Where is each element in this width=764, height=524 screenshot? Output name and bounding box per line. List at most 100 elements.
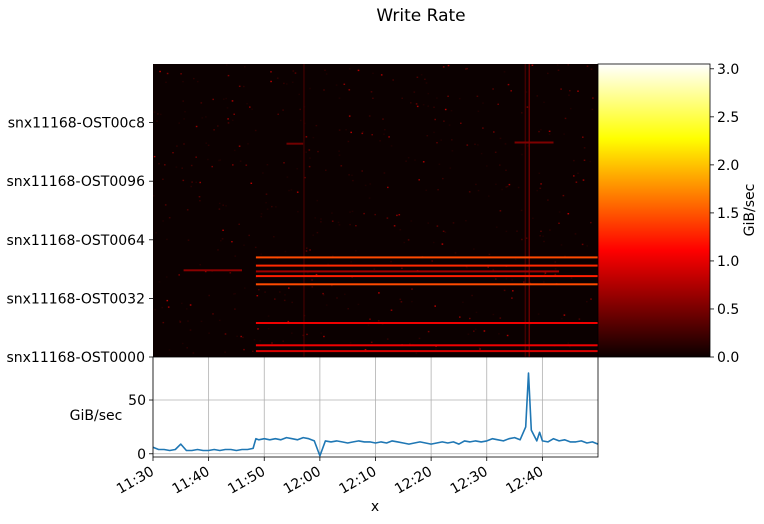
heatmap-speckle (499, 317, 502, 319)
heatmap-speckle (283, 162, 285, 164)
heatmap-speckle (444, 231, 447, 233)
heatmap-speckle (427, 330, 430, 333)
heatmap-speckle (521, 153, 523, 156)
heatmap-speckle (338, 129, 341, 131)
heatmap-speckle (267, 315, 270, 317)
x-tick-label: 11:40 (170, 464, 213, 498)
heatmap-speckle (427, 222, 429, 224)
heatmap-speckle (351, 210, 354, 213)
colorbar-label: GiB/sec (742, 184, 758, 237)
heatmap-speckle (355, 225, 357, 227)
heatmap-speckle (183, 118, 185, 120)
heatmap-speckle (590, 68, 593, 70)
heatmap-speckle (270, 80, 272, 83)
heatmap-speckle (355, 250, 357, 252)
heatmap-speckle (325, 304, 328, 306)
heatmap-speckle (511, 297, 513, 299)
heatmap-hot-column (303, 64, 305, 357)
heatmap-speckle (178, 274, 180, 276)
heatmap-speckle (207, 144, 210, 146)
heatmap-streaks (183, 141, 598, 353)
heatmap-speckle (371, 134, 373, 136)
heatmap-speckle (273, 236, 275, 238)
heatmap-speckle (373, 268, 376, 270)
heatmap-speckle (591, 108, 594, 111)
heatmap-speckle (205, 142, 208, 144)
heatmap-speckle (165, 81, 167, 83)
heatmap-speckle (448, 124, 451, 126)
heatmap-speckle (168, 349, 171, 351)
heatmap-speckle (442, 230, 445, 232)
heatmap-speckle (418, 179, 420, 181)
heatmap-speckle (407, 157, 410, 159)
heatmap-speckle (208, 294, 210, 297)
x-tick-label: 12:40 (503, 464, 546, 498)
heatmap-speckle (521, 238, 523, 241)
heatmap-speckle (238, 85, 241, 87)
heatmap-speckle (583, 147, 586, 149)
heatmap-speckle (292, 70, 295, 72)
heatmap-speckle (234, 293, 236, 295)
heatmap-speckle (437, 189, 439, 191)
heatmap-speckle (213, 129, 215, 131)
heatmap-speckle (253, 339, 256, 341)
heatmap-speckle (426, 135, 429, 137)
heatmap-speckle (322, 294, 325, 296)
heatmap-speckle (410, 102, 412, 104)
heatmap-speckle (420, 74, 423, 76)
heatmap-speckle (204, 270, 207, 273)
heatmap-speckle (184, 111, 186, 113)
heatmap-speckle (227, 118, 229, 120)
heatmap-speckle (325, 73, 328, 75)
heatmap-speckle (270, 71, 272, 73)
heatmap-speckle (503, 289, 506, 292)
x-tick-label: 12:00 (281, 464, 324, 498)
heatmap-speckle (349, 342, 352, 344)
heatmap-speckle (262, 172, 264, 174)
heatmap-speckle (347, 140, 350, 143)
heatmap-speckle (506, 334, 509, 337)
heatmap-speckle (254, 129, 257, 132)
heatmap-speckle (222, 229, 224, 231)
heatmap-speckle (348, 174, 350, 176)
heatmap-speckle (451, 139, 453, 141)
heatmap-speckle (590, 298, 592, 300)
heatmap-speckle (512, 290, 514, 292)
heatmap-speckle (411, 288, 413, 290)
heatmap-speckle (425, 189, 428, 191)
heatmap-speckle (265, 193, 268, 195)
heatmap-speckle (495, 278, 497, 280)
heatmap-speckle (222, 204, 224, 206)
heatmap-speckle (483, 330, 486, 332)
heatmap-speckle (568, 94, 570, 96)
heatmap-speckle (460, 122, 462, 124)
heatmap-speckle (567, 213, 570, 215)
heatmap-speckle (244, 287, 246, 289)
heatmap-speckle (476, 95, 479, 97)
heatmap-speckle (232, 164, 234, 166)
heatmap-speckle (474, 328, 477, 330)
heatmap-speckle (331, 284, 333, 287)
heatmap-speckle (246, 103, 248, 105)
heatmap-speckle (510, 90, 512, 92)
heatmap-speckle (220, 240, 222, 242)
heatmap-speckle (337, 221, 340, 224)
heatmap-speckle (323, 335, 325, 338)
heatmap-speckle (239, 160, 242, 162)
colorbar-frame (597, 63, 711, 358)
heatmap-speckle (243, 85, 245, 88)
heatmap-speckle (390, 309, 393, 311)
heatmap-speckle (379, 140, 381, 142)
heatmap-speckle (182, 80, 184, 83)
heatmap-speckle (382, 118, 384, 120)
heatmap-speckle (562, 194, 565, 197)
heatmap-speckle (370, 91, 373, 93)
heatmap-speckle (498, 333, 500, 335)
heatmap-speckle (156, 120, 158, 122)
heatmap-speckle (238, 223, 240, 225)
heatmap-speckle (521, 112, 523, 114)
timeseries-panel: 050 11:30 11:40 11:50 12:00 12:10 12:20 12:30 1… (70, 356, 599, 515)
colorbar: 0.0 0.5 1.0 1.5 2.0 2.5 3.0 GiB/sec (597, 62, 758, 366)
heatmap-y-axis: snx11168-OST0000 snx11168-OST0032 snx11168… (6, 116, 153, 366)
heatmap-speckle (554, 268, 557, 270)
